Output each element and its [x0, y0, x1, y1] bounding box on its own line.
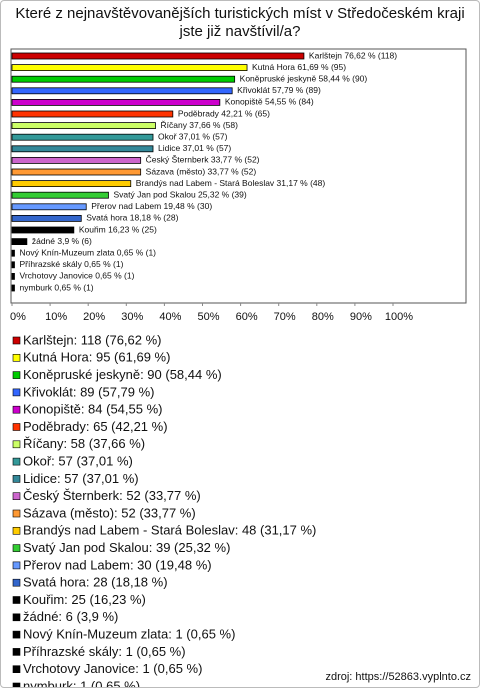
bar — [11, 145, 154, 153]
chart-title: Které z nejnavštěvovanějších turistickýc… — [15, 5, 465, 40]
bar — [11, 249, 15, 257]
bar-label: Příhrazské skály 0,65 % (1) — [19, 259, 123, 269]
bar-label: Svatá hora 18,18 % (28) — [86, 213, 178, 223]
bar — [11, 272, 15, 280]
legend-label: Kouřim: 25 (16,23 %) — [23, 592, 146, 607]
bar — [11, 156, 142, 164]
bar — [11, 180, 132, 188]
legend-swatch — [12, 630, 21, 639]
legend-label: Přerov nad Labem: 30 (19,48 %) — [23, 557, 212, 572]
bar — [11, 110, 174, 118]
bar-label: Svatý Jan pod Skalou 25,32 % (39) — [113, 189, 246, 199]
x-tick-label: 90% — [350, 311, 372, 323]
bar-label: nymburk 0,65 % (1) — [19, 282, 93, 292]
bar-label: Přerov nad Labem 19,48 % (30) — [91, 201, 212, 211]
bar — [11, 203, 87, 211]
legend-swatch — [12, 578, 21, 587]
legend-label: Svatá hora: 28 (18,18 %) — [23, 575, 168, 590]
legend-label: Svatý Jan pod Skalou: 39 (25,32 %) — [23, 540, 230, 555]
x-tick-label: 40% — [159, 311, 181, 323]
legend-label: Český Šternberk: 52 (33,77 %) — [23, 488, 201, 503]
legend-swatch — [12, 509, 21, 518]
legend-label: žádné: 6 (3,9 %) — [23, 609, 118, 624]
legend-label: Sázava (město): 52 (33,77 %) — [23, 505, 196, 520]
legend-label: Příhrazské skály: 1 (0,65 %) — [23, 644, 186, 659]
bar-label: Nový Knín-Muzeum zlata 0,65 % (1) — [19, 247, 156, 257]
legend-swatch — [12, 475, 21, 483]
legend-label: Koněpruské jeskyně: 90 (58,44 %) — [23, 367, 222, 382]
bar — [11, 261, 15, 269]
bar — [11, 75, 236, 83]
legend-swatch — [12, 492, 21, 501]
legend-swatch — [12, 544, 21, 552]
bar — [11, 238, 28, 246]
legend-swatch — [12, 561, 21, 570]
legend-label: Vrchotovy Janovice: 1 (0,65 %) — [23, 661, 202, 676]
legend-swatch — [12, 388, 21, 397]
legend-label: Nový Knín-Muzeum zlata: 1 (0,65 %) — [23, 627, 235, 642]
bar-label: žádné 3,9 % (6) — [32, 236, 92, 246]
legend-swatch — [12, 526, 21, 535]
bar-label: Lidice 37,01 % (57) — [158, 143, 231, 153]
x-tick-label: 70% — [274, 311, 296, 323]
bar — [11, 52, 305, 60]
bar-label: Koněpruské jeskyně 58,44 % (90) — [240, 73, 368, 83]
bar-label: Poděbrady 42,21 % (65) — [178, 108, 270, 118]
legend-swatch — [12, 665, 21, 674]
bar-label: Konopiště 54,55 % (84) — [225, 97, 314, 107]
bar-label: Kouřim 16,23 % (25) — [79, 224, 157, 234]
x-tick-label: 30% — [121, 311, 143, 323]
bar — [11, 99, 221, 106]
legend-swatch — [12, 440, 21, 449]
bar — [11, 191, 109, 199]
legend-label: Kutná Hora: 95 (61,69 %) — [23, 350, 170, 365]
bar — [11, 168, 142, 176]
bar-label: Karlštejn 76,62 % (118) — [309, 50, 397, 60]
legend-label: Okoř: 57 (37,01 %) — [23, 454, 133, 469]
legend-swatch — [12, 596, 21, 604]
x-tick-label: 10% — [45, 311, 67, 323]
bar — [11, 87, 233, 95]
x-tick-label: 50% — [197, 311, 219, 323]
legend-label: Karlštejn: 118 (76,62 %) — [23, 332, 162, 347]
bar — [11, 122, 156, 129]
legend-label: Poděbrady: 65 (42,21 %) — [23, 419, 168, 434]
legend-label: Říčany: 58 (37,66 %) — [23, 436, 145, 451]
bar — [11, 133, 154, 141]
x-tick-label: 20% — [83, 311, 105, 323]
legend-swatch — [12, 336, 21, 345]
legend-swatch — [12, 682, 21, 687]
bar-label: Sázava (město) 33,77 % (52) — [146, 166, 257, 176]
bar-label: Český Šternberk 33,77 % (52) — [146, 155, 260, 165]
x-tick-label: 0% — [10, 311, 26, 323]
legend-swatch — [12, 613, 21, 622]
legend-label: Křivoklát: 89 (57,79 %) — [23, 384, 155, 399]
bar — [11, 64, 248, 71]
x-tick-label: 80% — [312, 311, 334, 323]
legend-swatch — [12, 371, 21, 379]
bar-label: Říčany 37,66 % (58) — [160, 120, 238, 130]
legend-swatch — [12, 405, 21, 414]
bar-label: Okoř 37,01 % (57) — [158, 131, 228, 141]
x-tick-label: 60% — [236, 311, 258, 323]
bar-label: Kutná Hora 61,69 % (95) — [252, 62, 346, 72]
bar — [11, 284, 15, 292]
bar-label: Vrchotovy Janovice 0,65 % (1) — [19, 271, 134, 281]
legend-swatch — [12, 423, 21, 431]
bar-label: Křivoklát 57,79 % (89) — [237, 85, 321, 95]
legend-swatch — [12, 648, 21, 656]
x-tick-label: 100% — [385, 311, 413, 323]
legend-swatch — [12, 457, 21, 466]
legend-label: Lidice: 57 (37,01 %) — [23, 471, 139, 486]
legend-swatch — [12, 353, 21, 362]
legend-label: Konopiště: 84 (54,55 %) — [23, 402, 162, 417]
legend-label: Brandýs nad Labem - Stará Boleslav: 48 (… — [23, 523, 316, 538]
bar — [11, 226, 75, 234]
source: zdroj: https://52863.vyplnto.cz — [325, 671, 471, 683]
bar — [11, 214, 82, 222]
bar-label: Brandýs nad Labem - Stará Boleslav 31,17… — [136, 178, 326, 188]
legend-label: nymburk: 1 (0,65 %) — [23, 678, 140, 687]
